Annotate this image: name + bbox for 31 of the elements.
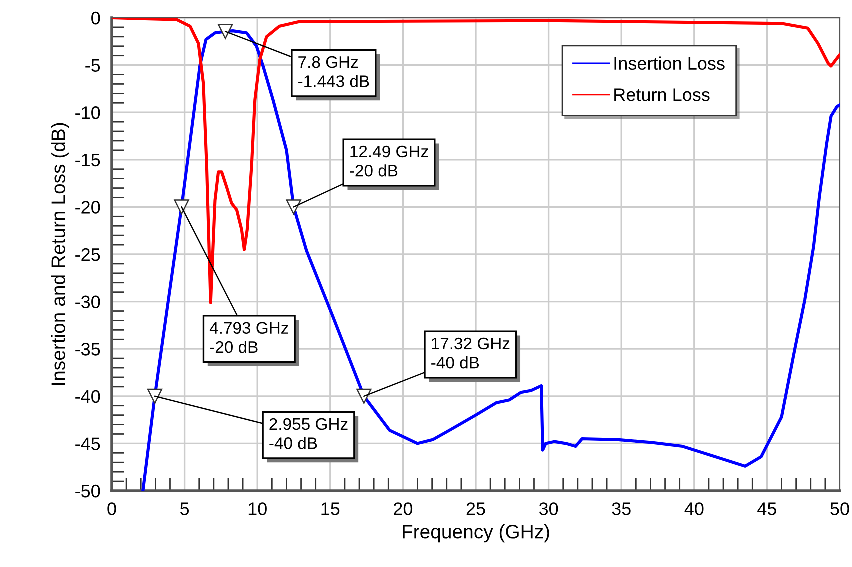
x-tick-label: 25 bbox=[466, 502, 486, 516]
annotation: 4.793 GHz -20 dB bbox=[210, 322, 288, 354]
y-tick-label: -40 bbox=[76, 390, 100, 404]
legend-label: Return Loss bbox=[614, 88, 710, 102]
y-tick-label: -20 bbox=[76, 201, 100, 214]
y-tick-label: -25 bbox=[76, 248, 100, 262]
annotation: 12.49 GHz -20 dB bbox=[350, 146, 428, 177]
y-tick-label: -10 bbox=[76, 106, 100, 120]
x-tick-label: 20 bbox=[394, 502, 413, 516]
annotation: 7.8 GHz -1.443 dB bbox=[298, 56, 370, 88]
x-tick-label: 5 bbox=[180, 502, 190, 516]
y-tick-label: -50 bbox=[76, 484, 100, 498]
x-tick-label: 35 bbox=[612, 502, 631, 516]
x-tick-label: 0 bbox=[108, 502, 116, 516]
x-tick-label: 10 bbox=[248, 502, 267, 516]
x-tick-label: 45 bbox=[758, 502, 776, 516]
y-tick-label: -35 bbox=[76, 343, 100, 356]
x-tick-label: 30 bbox=[539, 502, 558, 516]
annotation: 17.32 GHz -40 dB bbox=[432, 338, 510, 369]
y-axis-title: Insertion and Return Loss (dB) bbox=[51, 123, 70, 386]
x-tick-label: 15 bbox=[322, 502, 340, 516]
annotation: 2.955 GHz -40 dB bbox=[270, 418, 348, 450]
y-tick-label: -5 bbox=[86, 59, 100, 72]
x-tick-label: 50 bbox=[830, 502, 850, 516]
x-axis-title: Frequency (GHz) bbox=[403, 524, 550, 543]
y-tick-label: -15 bbox=[76, 154, 100, 167]
y-tick-label: -45 bbox=[76, 438, 100, 450]
legend-label: Insertion Loss bbox=[614, 56, 725, 70]
y-tick-label: 0 bbox=[92, 12, 100, 25]
y-tick-label: -30 bbox=[76, 296, 100, 309]
x-tick-label: 40 bbox=[684, 502, 704, 516]
